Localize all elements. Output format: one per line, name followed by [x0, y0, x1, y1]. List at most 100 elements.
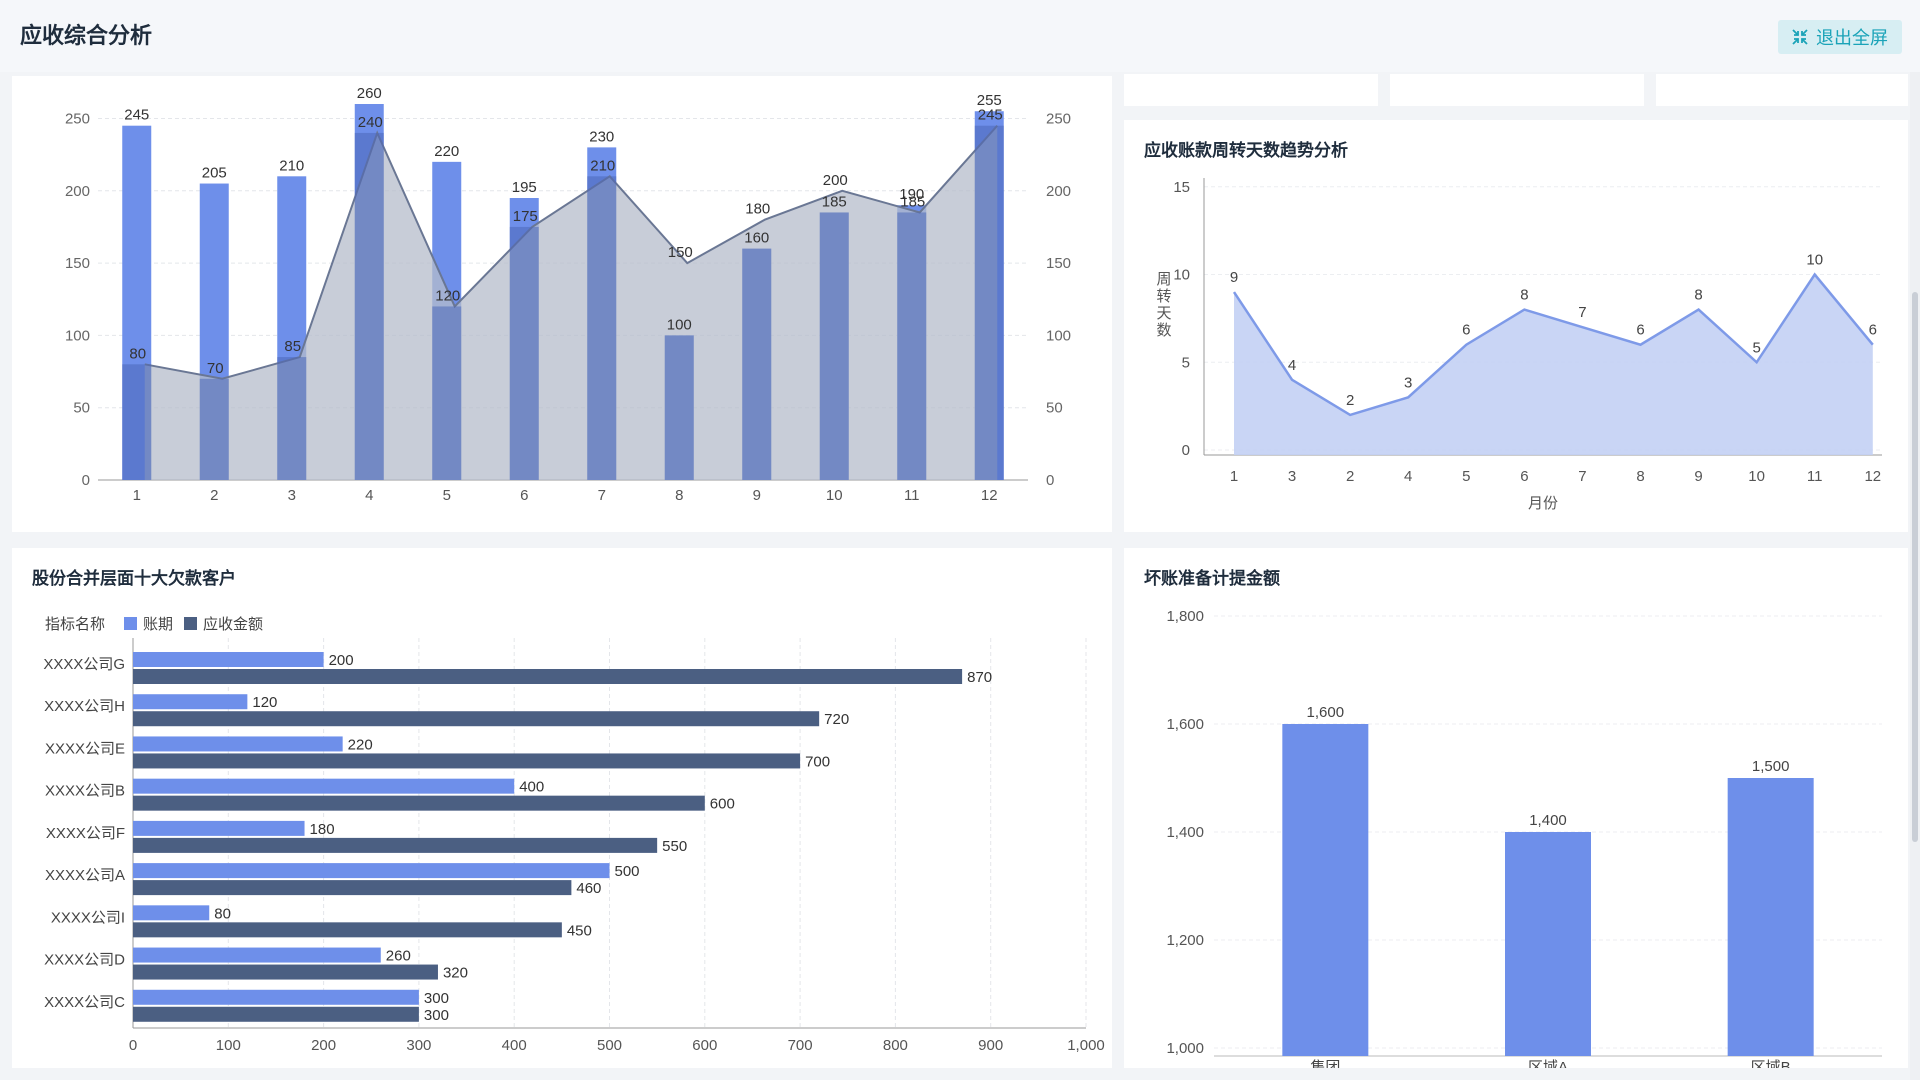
x-tick-label: 300	[406, 1037, 431, 1054]
page-scrollbar[interactable]	[1910, 72, 1920, 1080]
area-value-label: 120	[435, 287, 460, 304]
x-tick-label: 7	[598, 487, 606, 504]
bar-value-label: 220	[434, 143, 459, 160]
x-tick-label: 2	[1346, 468, 1354, 485]
y-tick-label: XXXX公司A	[45, 867, 125, 884]
bar	[1505, 832, 1591, 1056]
bar-value-label: 400	[519, 779, 544, 796]
y-tick-label: XXXX公司C	[44, 994, 125, 1011]
bar-value-label: 550	[662, 838, 687, 855]
bar-value-label: 230	[589, 128, 614, 145]
x-tick-label: 6	[1520, 468, 1528, 485]
area-value-label: 245	[978, 107, 1003, 124]
x-tick-label: 2	[210, 487, 218, 504]
x-tick-label: 9	[753, 487, 761, 504]
x-tick-label: 11	[1807, 468, 1823, 485]
header-bar: 应收综合分析 退出全屏	[0, 0, 1920, 72]
x-tick-label: 12	[1864, 468, 1881, 485]
y-tick-label: 1,400	[1166, 824, 1204, 841]
y-tick-label: 0	[82, 472, 90, 489]
x-tick-label: 400	[502, 1037, 527, 1054]
x-tick-label: 800	[883, 1037, 908, 1054]
bar-value-label: 210	[279, 157, 304, 174]
kpi-card-2	[1390, 74, 1644, 106]
bar	[1727, 778, 1814, 1056]
x-tick-label: 8	[1636, 468, 1644, 485]
area-value-label: 210	[590, 157, 615, 174]
bar-value-label: 870	[967, 669, 992, 686]
bar-overlap	[897, 212, 927, 480]
exit-fullscreen-label: 退出全屏	[1816, 28, 1888, 48]
area-value-label: 180	[745, 201, 770, 218]
x-tick-label: 5	[1462, 468, 1470, 485]
bar-value-label: 255	[977, 92, 1002, 109]
y-tick-label: 5	[1182, 354, 1190, 371]
y-tick-label: 200	[65, 183, 90, 200]
turnover-panel-title: 应收账款周转天数趋势分析	[1144, 141, 1348, 160]
customers-chart: 指标名称 账期 应收金额 0 100 200 300 400 500 600 700 800 900 1,…	[43, 615, 1104, 1054]
x-axis-title: 月份	[1528, 495, 1558, 512]
bar-overlap	[664, 335, 694, 480]
x-tick-label: 11	[904, 487, 920, 504]
bar-value-label: 320	[443, 965, 468, 982]
y-tick-label: XXXX公司G	[43, 656, 125, 673]
bar-value-label: 300	[424, 1007, 449, 1024]
x-tick-label: 1	[133, 487, 141, 504]
y-tick-label: XXXX公司F	[46, 825, 125, 842]
bar-value-label: 1,500	[1752, 758, 1790, 775]
x-tick-label: 1	[1230, 468, 1238, 485]
bad-debt-panel: 坏账准备计提金额 1,000 1,200 1,400 1,600 1,800 1,600 集…	[1124, 548, 1908, 1068]
bar-overlap	[277, 357, 307, 480]
bar-value-label: 200	[329, 652, 354, 669]
area-value-label: 85	[284, 338, 301, 355]
turnover-value-label: 7	[1578, 304, 1586, 321]
compress-icon	[1792, 29, 1808, 45]
bar-receivable	[133, 711, 820, 727]
x-tick-label: 区域A	[1528, 1059, 1568, 1068]
legend-label: 账期	[143, 616, 173, 633]
area-value-label: 200	[823, 172, 848, 189]
kpi-card-1	[1124, 74, 1378, 106]
bar-overlap	[974, 125, 1004, 480]
y-tick-label: XXXX公司I	[51, 909, 125, 926]
legend-swatch	[184, 617, 197, 630]
y-tick-label: 15	[1173, 179, 1190, 196]
x-tick-label: 600	[692, 1037, 717, 1054]
bar-receivable	[133, 1006, 419, 1022]
bar-overlap	[509, 226, 539, 480]
bar-overlap	[122, 364, 152, 480]
bar-value-label: 195	[512, 179, 537, 196]
bar-value-label: 190	[899, 186, 924, 203]
y2-tick-label: 100	[1046, 327, 1071, 344]
x-tick-label: 4	[1404, 468, 1412, 485]
bar-value-label: 450	[567, 922, 592, 939]
combo-chart-panel: 0 50 100 150 200 250 0 50 100 150 200 250 245 205 210 2…	[12, 76, 1112, 532]
bar-receivable	[133, 922, 562, 938]
bar-account-period	[133, 694, 248, 710]
x-tick-label: 10	[826, 487, 843, 504]
bar-value-label: 120	[252, 694, 277, 711]
x-tick-label: 200	[311, 1037, 336, 1054]
turnover-value-label: 6	[1869, 322, 1877, 339]
exit-fullscreen-button[interactable]: 退出全屏	[1778, 20, 1902, 54]
bar-overlap	[432, 306, 462, 480]
x-tick-label: 4	[365, 487, 373, 504]
y-axis-title: 周转天数	[1156, 271, 1171, 339]
bar-account-period	[133, 820, 305, 836]
bar-overlap	[742, 248, 772, 480]
y-tick-label: XXXX公司B	[45, 783, 125, 800]
area-value-label: 80	[129, 345, 146, 362]
x-tick-label: 3	[288, 487, 296, 504]
x-tick-label: 集团	[1310, 1059, 1340, 1068]
bar-value-label: 600	[710, 796, 735, 813]
bar-receivable	[133, 795, 705, 811]
scrollbar-thumb[interactable]	[1912, 292, 1918, 842]
area-value-label: 150	[668, 244, 693, 261]
y2-tick-label: 200	[1046, 183, 1071, 200]
area-value-label: 70	[207, 360, 224, 377]
y-tick-label: 50	[73, 400, 90, 417]
x-tick-label: 7	[1578, 468, 1586, 485]
bar-value-label: 300	[424, 990, 449, 1007]
turnover-value-label: 10	[1806, 252, 1823, 269]
area-fill	[144, 125, 998, 480]
